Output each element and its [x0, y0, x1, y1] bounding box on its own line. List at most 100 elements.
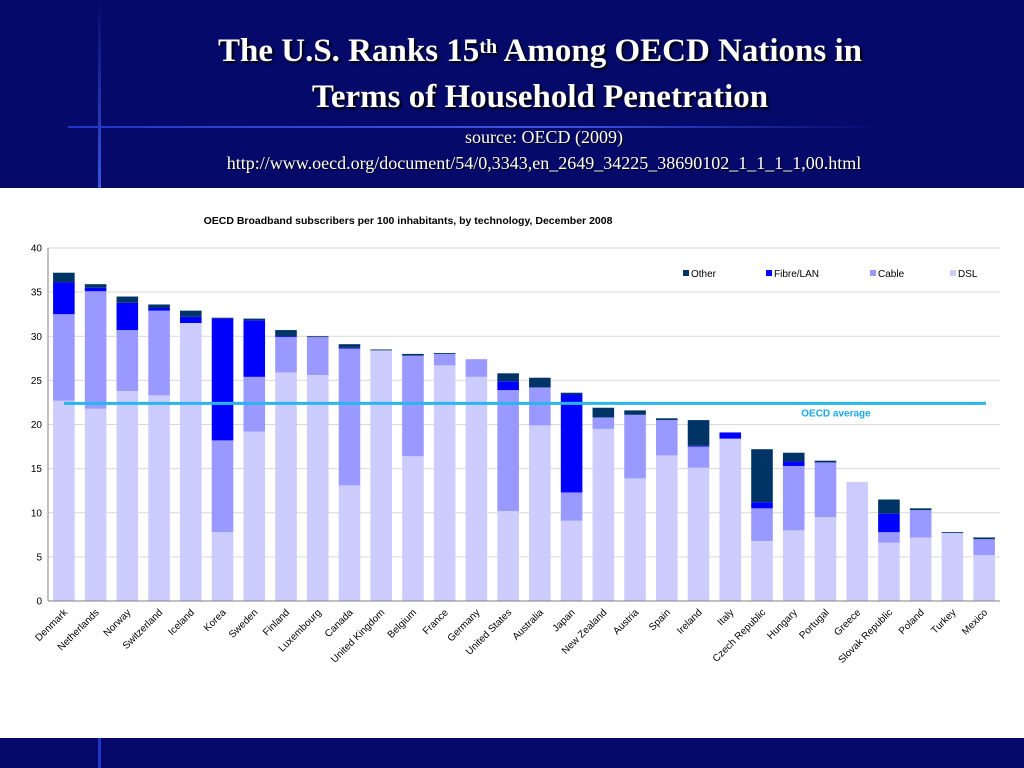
oecd-average-label: OECD average	[801, 408, 871, 419]
x-category-label: Austria	[611, 607, 641, 637]
bar-other-slovak-republic	[878, 499, 900, 514]
bar-fibrelan-switzerland	[148, 308, 170, 311]
bar-cable-finland	[275, 337, 297, 373]
x-category-label: Finland	[261, 607, 292, 638]
title-superscript: th	[479, 36, 498, 58]
bar-cable-luxembourg	[306, 337, 329, 376]
y-tick-label: 40	[31, 244, 43, 255]
bar-other-portugal	[814, 460, 837, 463]
bar-cable-japan	[560, 492, 583, 521]
x-category-label: Ireland	[675, 607, 704, 636]
x-category-label: Poland	[897, 607, 927, 637]
bars	[53, 272, 995, 601]
x-category-label: Korea	[202, 607, 229, 634]
legend: Other Fibre/LAN Cable DSL	[683, 269, 978, 280]
bar-dsl-united-states	[497, 510, 519, 601]
x-category-label: Belgium	[386, 607, 419, 640]
header-horizontal-accent-line	[68, 126, 880, 128]
bar-cable-korea	[211, 440, 234, 533]
bar-dsl-poland	[909, 537, 932, 601]
bar-dsl-belgium	[402, 456, 424, 601]
bar-other-finland	[275, 330, 297, 337]
x-category-label: France	[421, 607, 451, 637]
bar-dsl-norway	[116, 390, 139, 601]
x-category-label: Sweden	[227, 607, 260, 640]
bar-dsl-united-kingdom	[370, 350, 392, 601]
bar-dsl-czech-republic	[751, 540, 773, 601]
bar-dsl-turkey	[941, 533, 964, 601]
bar-other-belgium	[402, 353, 424, 356]
x-category-label: Australia	[511, 607, 547, 643]
legend-swatch-fibrelan	[766, 270, 772, 276]
bar-cable-australia	[529, 387, 551, 426]
bar-dsl-korea	[211, 532, 234, 601]
bar-dsl-italy	[719, 438, 742, 601]
bar-other-switzerland	[148, 304, 170, 309]
bar-other-poland	[909, 508, 932, 511]
bar-other-united-kingdom	[370, 349, 392, 351]
bar-cable-poland	[909, 510, 932, 538]
bar-dsl-denmark	[53, 400, 75, 601]
bar-cable-germany	[465, 359, 488, 377]
bar-dsl-australia	[529, 425, 551, 601]
x-category-label: Turkey	[929, 607, 958, 636]
bar-other-austria	[624, 410, 646, 415]
bar-cable-czech-republic	[751, 508, 773, 541]
legend-label: Other	[691, 269, 717, 280]
source-citation: source: OECD (2009)	[465, 127, 623, 147]
x-category-label: Greece	[832, 607, 863, 638]
y-tick-label: 0	[36, 597, 42, 608]
bar-other-new-zealand	[592, 407, 615, 418]
bar-fibrelan-czech-republic	[751, 502, 773, 509]
bar-dsl-ireland	[687, 467, 710, 601]
oecd-average-reference: OECD average	[64, 401, 986, 419]
legend-swatch-other	[683, 270, 689, 276]
bar-cable-austria	[624, 414, 646, 479]
footer-vertical-accent-line	[98, 738, 101, 768]
title-line1-prefix: The U.S. Ranks 15	[217, 33, 480, 69]
bar-fibrelan-united-states	[497, 381, 519, 391]
bar-fibrelan-slovak-republic	[878, 513, 900, 533]
bar-cable-switzerland	[148, 310, 170, 396]
slide-title: The U.S. Ranks 15th Among OECD Nations i…	[120, 28, 960, 120]
bar-dsl-sweden	[243, 431, 266, 601]
bar-other-korea	[211, 317, 234, 319]
y-tick-label: 30	[31, 332, 43, 343]
bar-dsl-mexico	[973, 555, 995, 601]
bar-cable-ireland	[687, 446, 710, 468]
bar-fibrelan-netherlands	[84, 287, 107, 292]
bar-other-spain	[656, 418, 678, 421]
bar-cable-portugal	[814, 462, 837, 518]
bar-other-netherlands	[84, 284, 107, 288]
bar-fibrelan-hungary	[782, 461, 805, 466]
y-tick-label: 35	[31, 288, 43, 299]
source-url: http://www.oecd.org/document/54/0,3343,e…	[226, 153, 862, 173]
legend-label: Cable	[878, 269, 905, 280]
bar-other-turkey	[941, 532, 964, 534]
y-tick-label: 25	[31, 376, 43, 387]
bar-dsl-switzerland	[148, 395, 170, 601]
bar-cable-norway	[116, 330, 139, 391]
bar-dsl-germany	[465, 376, 488, 601]
x-category-label: Hungary	[765, 607, 800, 642]
header-vertical-accent-line	[98, 0, 101, 188]
bar-other-united-states	[497, 373, 519, 382]
bar-other-denmark	[53, 272, 75, 283]
x-category-label: Norway	[102, 607, 134, 639]
legend-label: Fibre/LAN	[774, 269, 819, 280]
bar-fibrelan-denmark	[53, 282, 75, 315]
bar-other-sweden	[243, 318, 266, 321]
bar-fibrelan-iceland	[180, 316, 202, 324]
bar-cable-mexico	[973, 539, 995, 556]
bar-dsl-france	[433, 365, 456, 601]
x-category-label: Spain	[647, 607, 673, 633]
bar-other-mexico	[973, 537, 995, 540]
bar-cable-slovak-republic	[878, 532, 900, 543]
bar-dsl-iceland	[180, 323, 202, 601]
bar-cable-new-zealand	[592, 417, 615, 429]
bar-cable-spain	[656, 420, 678, 456]
bar-cable-belgium	[402, 355, 424, 457]
legend-swatch-cable	[870, 270, 876, 276]
bar-fibrelan-canada	[338, 347, 361, 349]
bar-other-czech-republic	[751, 449, 773, 503]
